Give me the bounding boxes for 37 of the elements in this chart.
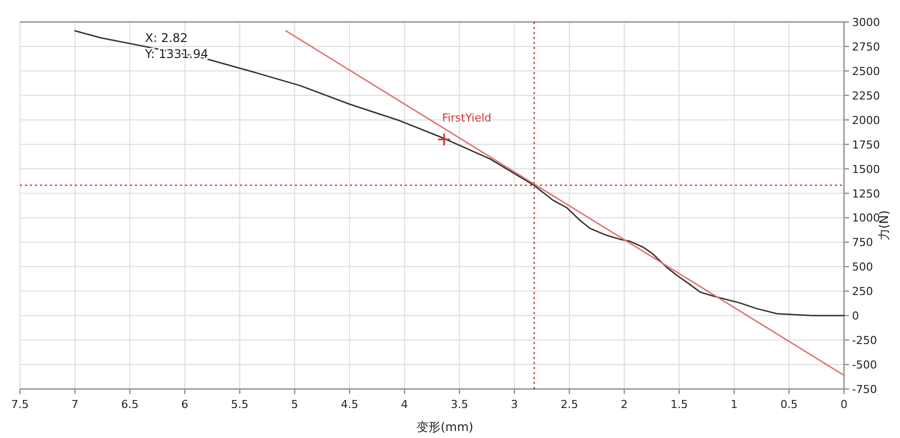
- x-tick-label: 1: [730, 398, 738, 411]
- x-tick-label: 0: [840, 398, 848, 411]
- y-tick-label: -250: [852, 334, 877, 348]
- x-tick-label: 5: [291, 398, 298, 411]
- y-tick-label: 2000: [852, 114, 880, 127]
- y-tick-label: 1250: [852, 187, 880, 200]
- y-tick-label: 2250: [852, 89, 880, 102]
- y-tick-label: 1750: [852, 138, 880, 152]
- x-tick-label: 5.5: [230, 398, 248, 411]
- y-tick-label: -500: [852, 358, 877, 372]
- x-tick-label: 1.5: [670, 398, 688, 411]
- annotation: X: 2.82: [145, 31, 188, 45]
- x-tick-label: 3: [510, 398, 518, 411]
- x-tick-label: 3.5: [450, 398, 468, 411]
- x-tick-label: 6: [181, 398, 188, 411]
- x-tick-label: 2.5: [560, 398, 578, 411]
- y-tick-label: 500: [852, 260, 873, 274]
- x-axis-title: 变形(mm): [416, 420, 474, 434]
- y-tick-label: 750: [852, 236, 873, 250]
- y-tick-label: -750: [852, 383, 877, 396]
- y-tick-label: 1000: [852, 212, 880, 225]
- x-tick-label: 7.5: [11, 398, 29, 411]
- x-tick-label: 4.5: [340, 398, 358, 411]
- annotation: FirstYield: [442, 112, 492, 125]
- y-tick-label: 0: [852, 310, 859, 323]
- x-tick-label: 0.5: [780, 398, 798, 411]
- y-axis-title: 力(N): [877, 210, 891, 241]
- y-tick-label: 250: [852, 285, 873, 298]
- x-tick-label: 2: [620, 398, 628, 411]
- y-tick-label: 2500: [852, 64, 880, 78]
- y-tick-label: 2750: [852, 40, 880, 54]
- x-tick-label: 4: [401, 398, 408, 411]
- x-tick-label: 6.5: [121, 398, 139, 411]
- line-series: [74, 30, 845, 316]
- x-tick-label: 7: [71, 398, 78, 411]
- y-tick-label: 3000: [852, 16, 880, 29]
- y-tick-label: 1500: [852, 162, 880, 176]
